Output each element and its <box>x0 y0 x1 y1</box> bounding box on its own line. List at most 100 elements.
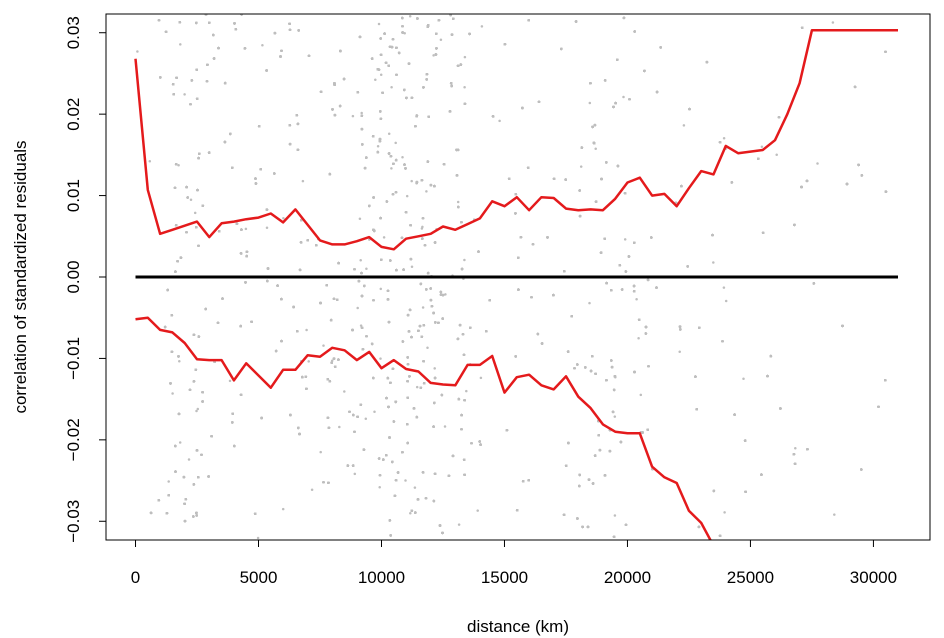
scatter-point <box>594 147 597 150</box>
scatter-point <box>403 31 406 35</box>
scatter-point <box>394 141 397 145</box>
scatter-point <box>775 153 778 157</box>
scatter-point <box>433 367 436 370</box>
scatter-point <box>387 132 391 135</box>
scatter-point <box>228 379 232 383</box>
scatter-point <box>588 301 591 305</box>
scatter-point <box>374 78 377 82</box>
scatter-point <box>682 124 686 127</box>
scatter-point <box>742 377 745 380</box>
scatter-point <box>319 450 322 454</box>
scatter-point <box>415 385 419 389</box>
scatter-point <box>413 486 417 489</box>
scatter-point <box>390 167 393 170</box>
scatter-point <box>379 287 383 291</box>
scatter-point <box>171 392 174 395</box>
scatter-point <box>463 55 467 59</box>
scatter-point <box>722 286 726 289</box>
scatter-point <box>378 485 381 489</box>
scatter-point <box>723 511 726 514</box>
scatter-point <box>639 393 643 397</box>
scatter-point <box>408 15 412 18</box>
scatter-point <box>410 265 414 268</box>
scatter-point <box>360 111 363 115</box>
scatter-point <box>622 95 625 99</box>
scatter-point <box>193 211 197 215</box>
scatter-point <box>476 509 479 512</box>
scatter-point <box>359 324 363 327</box>
scatter-point <box>358 217 362 220</box>
scatter-point <box>724 299 728 303</box>
scatter-point <box>189 198 193 202</box>
scatter-point <box>456 200 460 204</box>
scatter-point <box>405 194 409 198</box>
scatter-point <box>463 258 466 262</box>
scatter-point <box>382 236 386 239</box>
scatter-point <box>301 179 305 183</box>
scatter-point <box>310 488 314 492</box>
scatter-point <box>178 441 182 444</box>
scatter-point <box>187 458 191 461</box>
scatter-point <box>178 360 181 363</box>
scatter-point <box>831 21 835 24</box>
scatter-point <box>794 447 797 450</box>
scatter-point <box>365 267 368 271</box>
scatter-point <box>439 38 443 42</box>
scatter-point <box>498 119 501 123</box>
scatter-point <box>432 54 435 57</box>
scatter-point <box>338 425 341 429</box>
scatter-point <box>421 225 424 229</box>
scatter-point <box>613 514 617 517</box>
scatter-point <box>480 25 484 28</box>
scatter-point <box>379 357 382 360</box>
scatter-point <box>425 190 428 193</box>
scatter-point <box>167 480 170 483</box>
scatter-point <box>148 160 152 163</box>
scatter-point <box>256 536 260 540</box>
scatter-point <box>722 137 726 140</box>
scatter-point <box>136 50 139 53</box>
scatter-point <box>307 360 310 363</box>
scatter-point <box>353 472 357 476</box>
scatter-point <box>281 507 285 511</box>
scatter-point <box>463 86 466 89</box>
scatter-point <box>351 114 355 118</box>
scatter-point <box>588 101 592 105</box>
scatter-point <box>613 415 617 418</box>
scatter-point <box>421 306 425 309</box>
scatter-point <box>282 217 285 220</box>
scatter-point <box>635 298 638 301</box>
scatter-point <box>390 86 393 89</box>
scatter-point <box>444 293 447 296</box>
scatter-point <box>177 163 180 167</box>
scatter-point <box>364 417 368 421</box>
scatter-point <box>409 511 412 515</box>
scatter-point <box>322 344 325 347</box>
scatter-point <box>376 144 380 148</box>
scatter-points <box>136 14 888 540</box>
scatter-point <box>195 409 198 413</box>
scatter-point <box>404 479 407 482</box>
scatter-point <box>196 407 200 411</box>
scatter-point <box>579 165 583 168</box>
scatter-point <box>443 425 447 428</box>
scatter-point <box>343 390 346 393</box>
scatter-point <box>623 238 627 241</box>
scatter-point <box>183 93 186 96</box>
scatter-point <box>261 44 264 47</box>
scatter-point <box>678 350 681 354</box>
scatter-point <box>410 179 413 183</box>
scatter-point <box>330 359 334 362</box>
scatter-point <box>479 376 483 380</box>
scatter-point <box>712 261 715 264</box>
scatter-point <box>359 259 362 262</box>
scatter-point <box>179 43 182 46</box>
scatter-point <box>377 22 381 26</box>
scatter-point <box>265 226 269 229</box>
scatter-point <box>305 328 308 332</box>
scatter-point <box>457 523 461 526</box>
scatter-point <box>244 227 248 231</box>
scatter-point <box>816 162 819 165</box>
scatter-point <box>379 73 383 76</box>
